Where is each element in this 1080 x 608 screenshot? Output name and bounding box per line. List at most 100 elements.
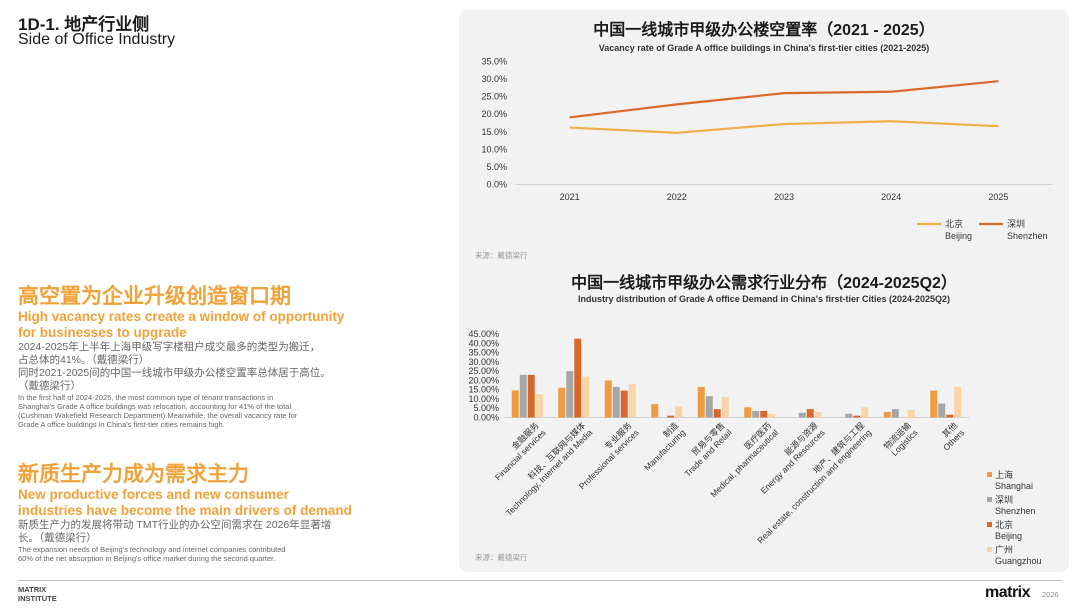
bar-guangzhou (675, 406, 683, 418)
bar-guangzhou (768, 413, 776, 418)
legend-label-cn: 深圳 (995, 495, 1013, 505)
section1-body-en-3: (Cushman Wakefield Research Department).… (18, 411, 298, 420)
bar-y-tick-label: 35.00% (468, 348, 499, 358)
footer-brand-line-2: INSTITUTE (18, 594, 57, 603)
bar-y-tick-label: 0.00% (473, 413, 499, 423)
legend-label-en: Shenzhen (1007, 231, 1048, 241)
bar-shenzhen (612, 386, 620, 418)
section1-body-en-4: Grade A office buildings in China's firs… (18, 420, 225, 429)
legend-swatch-shenzhen (987, 497, 992, 502)
legend-label-cn: 北京 (945, 218, 963, 229)
section1-heading-en-2: for businesses to upgrade (18, 325, 187, 340)
bar-y-tick-label: 40.00% (468, 338, 499, 348)
line-x-tick-label: 2023 (774, 192, 794, 202)
section1-body-cn-3: 同时2021-2025间的中国一线城市甲级办公楼空置率总体居于高位。 (18, 367, 331, 379)
bar-shanghai (604, 380, 612, 418)
bar-y-tick-label: 30.00% (468, 357, 499, 367)
bar-beijing (527, 374, 535, 418)
bar-y-tick-label: 20.00% (468, 375, 499, 385)
bar-chart-subtitle: Industry distribution of Grade A office … (578, 294, 950, 304)
section1-heading-en-1: High vacancy rates create a window of op… (18, 309, 345, 324)
bar-shenzhen (519, 374, 527, 418)
line-y-tick-label: 30.0% (481, 74, 507, 84)
footer-year: 2026 (1042, 590, 1059, 599)
line-y-tick-label: 20.0% (481, 109, 507, 119)
bar-guangzhou (814, 411, 822, 418)
bar-shanghai (930, 390, 938, 418)
section2-body-en-1: The expansion needs of Beijing's technol… (18, 545, 286, 554)
legend-swatch-beijing (987, 522, 992, 527)
line-y-tick-label: 5.0% (486, 162, 507, 172)
bar-guangzhou (628, 384, 636, 418)
bar-beijing (760, 411, 768, 418)
legend-swatch-shanghai (987, 472, 992, 477)
bar-beijing (620, 390, 628, 418)
section2-body-en-2: 60% of the net absorption in Beijing's o… (18, 554, 276, 563)
bar-beijing (946, 414, 954, 418)
legend-label-cn: 深圳 (1007, 219, 1025, 229)
bar-shanghai (883, 411, 891, 418)
bar-shenzhen (845, 413, 853, 418)
bar-shanghai (511, 390, 519, 418)
line-y-tick-label: 25.0% (481, 92, 507, 102)
line-chart-subtitle: Vacancy rate of Grade A office buildings… (599, 43, 930, 53)
footer-divider (18, 580, 1062, 581)
footer-brand: MATRIX INSTITUTE (18, 585, 57, 603)
line-x-tick-label: 2022 (667, 192, 687, 202)
line-series-beijing (569, 120, 999, 134)
section1-body-en-1: In the first half of 2024-2025, the most… (18, 393, 274, 402)
chart-panel: 中国一线城市甲级办公楼空置率（2021 - 2025） Vacancy rate… (459, 10, 1069, 572)
legend-label-en: Shenzhen (995, 506, 1036, 516)
section1-body-cn-2: 占总体的41%。（戴德梁行） (18, 354, 150, 366)
legend-label-en: Shanghai (995, 481, 1033, 491)
industry-bar-chart: 中国一线城市甲级办公需求行业分布（2024-2025Q2） Industry d… (468, 273, 1041, 566)
bar-shenzhen (752, 411, 760, 418)
section2-body-cn-1: 新质生产力的发展将带动 TMT行业的办公空间需求在 2026年显著增 (18, 519, 332, 531)
line-series-shenzhen (569, 80, 999, 119)
legend-label-en: Beijing (995, 531, 1022, 541)
line-x-tick-label: 2024 (881, 192, 901, 202)
bar-guangzhou (582, 376, 590, 418)
line-chart-source: 来源：戴德梁行 (475, 250, 528, 260)
section1-body-cn-1: 2024-2025年上半年上海甲级写字楼租户成交最多的类型为搬迁， (18, 341, 321, 353)
bar-chart-title: 中国一线城市甲级办公需求行业分布（2024-2025Q2） (571, 273, 957, 292)
line-x-tick-label: 2021 (560, 192, 580, 202)
bar-shanghai (697, 386, 705, 418)
section1-body-cn-4: （戴德梁行） (18, 380, 81, 392)
bar-y-tick-label: 15.00% (468, 385, 499, 395)
bar-chart-source: 来源：戴德梁行 (475, 552, 528, 562)
bar-shenzhen (938, 403, 946, 418)
bar-guangzhou (861, 407, 869, 418)
section-vacancy: 高空置为企业升级创造窗口期 High vacancy rates create … (18, 285, 438, 429)
bar-beijing (806, 409, 814, 418)
section2-heading-en-1: New productive forces and new consumer (18, 487, 289, 502)
bar-guangzhou (535, 394, 543, 418)
section-demand: 新质生产力成为需求主力 New productive forces and ne… (18, 463, 438, 563)
bar-shenzhen (891, 409, 899, 418)
line-x-tick-label: 2025 (988, 192, 1008, 202)
vacancy-line-chart: 中国一线城市甲级办公楼空置率（2021 - 2025） Vacancy rate… (475, 20, 1052, 260)
legend-label-cn: 广州 (995, 544, 1013, 555)
section2-heading-en-2: industries have become the main drivers … (18, 503, 352, 518)
bar-guangzhou (954, 386, 962, 418)
bar-shenzhen (566, 371, 574, 418)
bar-beijing (713, 409, 721, 418)
bar-beijing (667, 415, 675, 418)
bar-shenzhen (705, 396, 713, 418)
bar-guangzhou (721, 397, 729, 418)
section1-body-en-2: Shanghai's Grade A office buildings was … (18, 402, 292, 411)
line-y-tick-label: 35.0% (481, 57, 507, 67)
legend-swatch-guangzhou (987, 547, 992, 552)
legend-label-en: Beijing (945, 231, 972, 241)
section2-heading-cn: 新质生产力成为需求主力 (18, 463, 249, 486)
page-title: 1D-1. 地产行业侧 (18, 15, 150, 34)
bar-shenzhen (798, 412, 806, 418)
bar-y-tick-label: 25.00% (468, 366, 499, 376)
bar-y-tick-label: 5.00% (473, 403, 499, 413)
footer-brand-line-1: MATRIX (18, 585, 47, 594)
line-chart-title: 中国一线城市甲级办公楼空置率（2021 - 2025） (593, 20, 934, 39)
